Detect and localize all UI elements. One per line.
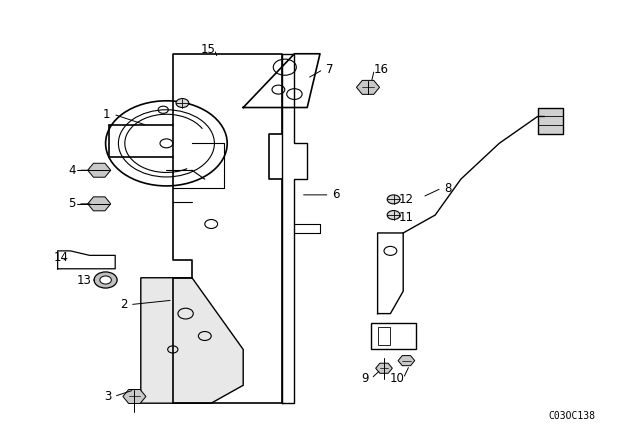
Text: 15: 15 xyxy=(200,43,216,56)
Text: 8: 8 xyxy=(444,181,452,195)
Text: 5: 5 xyxy=(68,197,76,211)
Text: 14: 14 xyxy=(53,251,68,264)
Text: 10: 10 xyxy=(389,372,404,385)
Bar xyxy=(371,323,416,349)
Bar xyxy=(378,327,390,345)
Text: 9: 9 xyxy=(361,372,369,385)
Text: 12: 12 xyxy=(399,193,414,206)
Text: 16: 16 xyxy=(373,63,388,76)
Text: 4: 4 xyxy=(68,164,76,177)
Polygon shape xyxy=(141,278,243,403)
Text: 2: 2 xyxy=(120,298,127,311)
Polygon shape xyxy=(123,389,146,404)
Text: 11: 11 xyxy=(399,211,414,224)
Circle shape xyxy=(387,211,400,220)
Polygon shape xyxy=(376,363,392,373)
Circle shape xyxy=(94,272,117,288)
Polygon shape xyxy=(356,80,380,95)
Polygon shape xyxy=(398,356,415,366)
Text: 13: 13 xyxy=(77,273,92,287)
Polygon shape xyxy=(88,197,111,211)
Polygon shape xyxy=(88,163,111,177)
Text: C03OC138: C03OC138 xyxy=(548,411,595,421)
Bar xyxy=(538,108,563,134)
Text: 7: 7 xyxy=(326,63,333,76)
Text: 1: 1 xyxy=(103,108,111,121)
Circle shape xyxy=(387,195,400,204)
Circle shape xyxy=(176,99,189,108)
Bar xyxy=(538,116,563,125)
Text: 6: 6 xyxy=(332,188,340,202)
Circle shape xyxy=(100,276,111,284)
Text: 3: 3 xyxy=(104,390,111,403)
